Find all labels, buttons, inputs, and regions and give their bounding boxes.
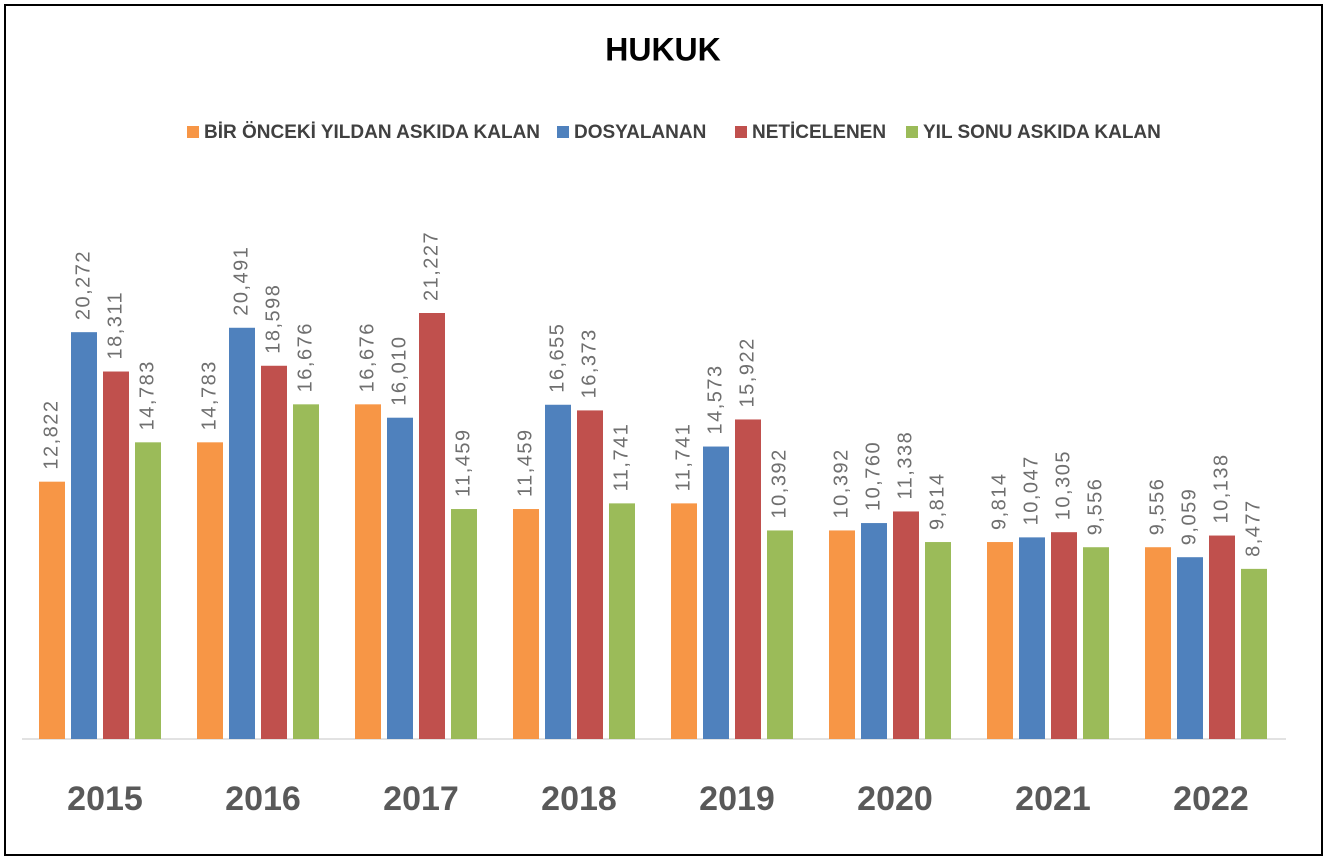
value-label: 16,655 (546, 323, 568, 393)
value-label: 14,783 (136, 360, 158, 430)
value-label: 10,047 (1020, 455, 1042, 525)
x-tick-label: 2022 (1173, 780, 1249, 818)
legend-swatch (557, 126, 569, 138)
value-label: 16,676 (356, 322, 378, 392)
bar (1051, 532, 1077, 739)
legend-swatch (187, 126, 199, 138)
bar (293, 404, 319, 739)
legend-swatch (735, 126, 747, 138)
x-tick-label: 2019 (699, 780, 775, 818)
value-label: 18,598 (262, 284, 284, 354)
bar (893, 511, 919, 739)
value-label: 12,822 (40, 400, 62, 470)
bar (229, 327, 255, 739)
bar (545, 404, 571, 739)
bar (1145, 547, 1171, 739)
value-label: 21,227 (420, 231, 442, 301)
bar (451, 509, 477, 739)
bar (197, 442, 223, 739)
value-label: 20,491 (230, 246, 252, 316)
bar (1083, 547, 1109, 739)
bar (829, 530, 855, 739)
bar (1019, 537, 1045, 739)
value-label: 11,741 (672, 423, 694, 492)
bar (71, 332, 97, 739)
value-label: 14,573 (704, 364, 726, 434)
x-tick-label: 2017 (383, 780, 459, 818)
value-label: 10,392 (830, 448, 852, 518)
legend-label: NETİCELENEN (752, 122, 886, 143)
bar (513, 509, 539, 739)
x-tick-label: 2021 (1015, 780, 1091, 818)
value-label: 14,783 (198, 360, 220, 430)
value-label: 11,459 (452, 428, 474, 497)
legend-label: DOSYALANAN (574, 122, 706, 143)
bar (861, 523, 887, 739)
x-tick-label: 2015 (67, 780, 143, 818)
bar (103, 371, 129, 739)
value-label: 16,373 (578, 328, 600, 398)
value-label: 10,760 (862, 441, 884, 511)
bar (609, 503, 635, 739)
value-label: 15,922 (736, 337, 758, 407)
x-tick-label: 2016 (225, 780, 301, 818)
x-tick-label: 2018 (541, 780, 617, 818)
bar (925, 542, 951, 739)
legend-swatch (906, 126, 918, 138)
bar (1209, 535, 1235, 739)
value-label: 9,556 (1146, 478, 1168, 536)
value-label: 9,814 (988, 472, 1010, 530)
value-label: 16,010 (388, 336, 410, 406)
bar (671, 503, 697, 739)
x-tick-label: 2020 (857, 780, 933, 818)
value-label: 10,138 (1210, 453, 1232, 523)
bar (1241, 568, 1267, 739)
legend-label: YIL SONU ASKIDA KALAN (923, 122, 1161, 143)
value-label: 10,392 (768, 448, 790, 518)
bar (355, 404, 381, 739)
bar (387, 417, 413, 739)
value-label: 8,477 (1242, 499, 1264, 557)
value-label: 9,059 (1178, 488, 1200, 546)
value-label: 9,814 (926, 472, 948, 530)
value-label: 11,741 (610, 423, 632, 492)
bar (135, 442, 161, 739)
bar (1177, 557, 1203, 739)
value-label: 16,676 (294, 322, 316, 392)
value-label: 10,305 (1052, 450, 1074, 520)
bar (987, 542, 1013, 739)
bar (577, 410, 603, 739)
value-label: 9,556 (1084, 478, 1106, 536)
value-label: 11,459 (514, 428, 536, 497)
value-label: 18,311 (104, 291, 126, 360)
legend-label: BİR ÖNCEKİ YILDAN ASKIDA KALAN (204, 122, 540, 143)
bar (419, 313, 445, 739)
value-label: 20,272 (72, 250, 94, 320)
bar (261, 365, 287, 739)
bar (39, 481, 65, 739)
bar (767, 530, 793, 739)
value-label: 11,338 (894, 431, 916, 500)
bar (735, 419, 761, 739)
bar (703, 446, 729, 739)
chart-title: HUKUK (605, 31, 721, 67)
